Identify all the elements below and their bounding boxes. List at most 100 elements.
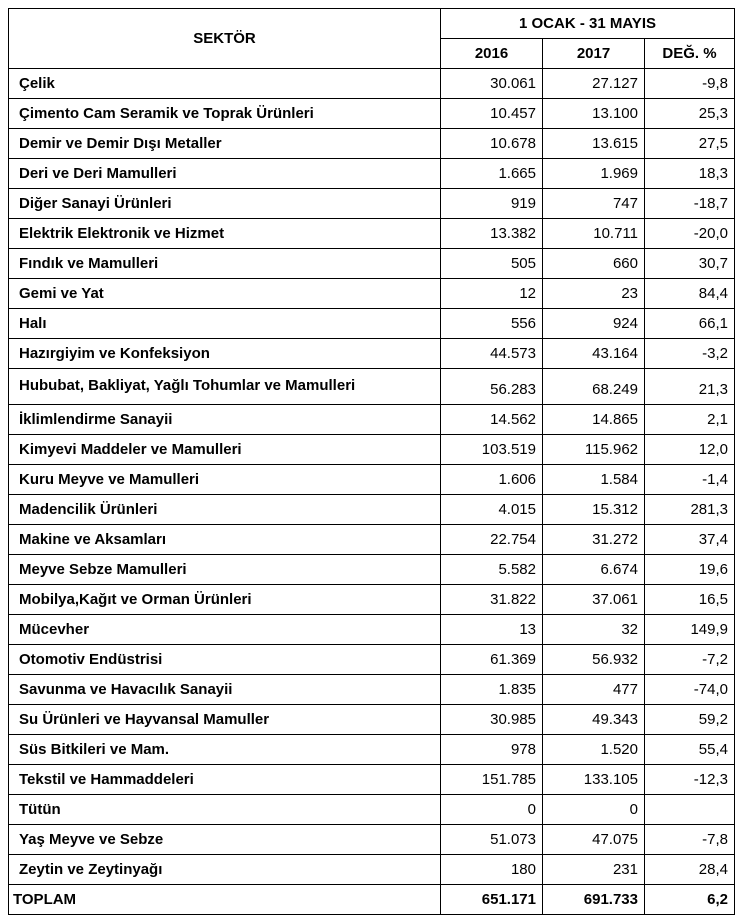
cell-year2: 43.164 xyxy=(543,339,645,369)
cell-sector: Tekstil ve Hammaddeleri xyxy=(9,764,441,794)
cell-sector: Mobilya,Kağıt ve Orman Ürünleri xyxy=(9,584,441,614)
cell-year1: 44.573 xyxy=(441,339,543,369)
cell-pct: 27,5 xyxy=(645,129,735,159)
cell-pct: 19,6 xyxy=(645,554,735,584)
cell-sector: Çelik xyxy=(9,69,441,99)
cell-sector: Mücevher xyxy=(9,614,441,644)
cell-year2: 924 xyxy=(543,309,645,339)
cell-pct: -3,2 xyxy=(645,339,735,369)
cell-sector: Savunma ve Havacılık Sanayii xyxy=(9,674,441,704)
cell-year1: 1.606 xyxy=(441,464,543,494)
cell-pct: 281,3 xyxy=(645,494,735,524)
table-row: Hububat, Bakliyat, Yağlı Tohumlar ve Mam… xyxy=(9,369,735,405)
cell-year1: 30.985 xyxy=(441,704,543,734)
cell-pct: -12,3 xyxy=(645,764,735,794)
cell-sector: İklimlendirme Sanayii xyxy=(9,404,441,434)
cell-year2: 32 xyxy=(543,614,645,644)
table-row: Makine ve Aksamları22.75431.27237,4 xyxy=(9,524,735,554)
cell-sector: Madencilik Ürünleri xyxy=(9,494,441,524)
table-body: Çelik30.06127.127-9,8Çimento Cam Seramik… xyxy=(9,69,735,915)
cell-sector: Süs Bitkileri ve Mam. xyxy=(9,734,441,764)
header-year1: 2016 xyxy=(441,39,543,69)
cell-year1: 56.283 xyxy=(441,369,543,405)
cell-pct: 37,4 xyxy=(645,524,735,554)
cell-sector: Zeytin ve Zeytinyağı xyxy=(9,854,441,884)
table-row: Halı55692466,1 xyxy=(9,309,735,339)
cell-pct: -9,8 xyxy=(645,69,735,99)
cell-year1: 1.665 xyxy=(441,159,543,189)
cell-sector: Su Ürünleri ve Hayvansal Mamuller xyxy=(9,704,441,734)
table-row: Diğer Sanayi Ürünleri919747-18,7 xyxy=(9,189,735,219)
cell-sector: Tütün xyxy=(9,794,441,824)
cell-sector: Kuru Meyve ve Mamulleri xyxy=(9,464,441,494)
cell-year1: 919 xyxy=(441,189,543,219)
table-row: Mücevher1332149,9 xyxy=(9,614,735,644)
cell-year2: 37.061 xyxy=(543,584,645,614)
cell-pct xyxy=(645,794,735,824)
cell-year1: 31.822 xyxy=(441,584,543,614)
cell-sector: Hububat, Bakliyat, Yağlı Tohumlar ve Mam… xyxy=(9,369,441,405)
cell-year1: 151.785 xyxy=(441,764,543,794)
cell-year2: 1.584 xyxy=(543,464,645,494)
cell-year1: 180 xyxy=(441,854,543,884)
total-year2: 691.733 xyxy=(543,884,645,914)
cell-pct: 84,4 xyxy=(645,279,735,309)
cell-year2: 56.932 xyxy=(543,644,645,674)
cell-year2: 49.343 xyxy=(543,704,645,734)
cell-pct: 66,1 xyxy=(645,309,735,339)
cell-sector: Deri ve Deri Mamulleri xyxy=(9,159,441,189)
cell-year1: 556 xyxy=(441,309,543,339)
cell-year2: 6.674 xyxy=(543,554,645,584)
cell-year1: 4.015 xyxy=(441,494,543,524)
cell-year2: 31.272 xyxy=(543,524,645,554)
cell-year1: 22.754 xyxy=(441,524,543,554)
cell-pct: 18,3 xyxy=(645,159,735,189)
cell-year2: 0 xyxy=(543,794,645,824)
cell-pct: -7,8 xyxy=(645,824,735,854)
table-row: Zeytin ve Zeytinyağı18023128,4 xyxy=(9,854,735,884)
table-row: Tütün00 xyxy=(9,794,735,824)
table-row: Meyve Sebze Mamulleri5.5826.67419,6 xyxy=(9,554,735,584)
header-sector: SEKTÖR xyxy=(9,9,441,69)
cell-year1: 61.369 xyxy=(441,644,543,674)
cell-sector: Diğer Sanayi Ürünleri xyxy=(9,189,441,219)
cell-year2: 68.249 xyxy=(543,369,645,405)
cell-year1: 5.582 xyxy=(441,554,543,584)
total-year1: 651.171 xyxy=(441,884,543,914)
table-row: Madencilik Ürünleri4.01515.312281,3 xyxy=(9,494,735,524)
table-row: Fındık ve Mamulleri50566030,7 xyxy=(9,249,735,279)
cell-year2: 477 xyxy=(543,674,645,704)
cell-year1: 10.678 xyxy=(441,129,543,159)
cell-sector: Makine ve Aksamları xyxy=(9,524,441,554)
cell-year2: 23 xyxy=(543,279,645,309)
cell-pct: 2,1 xyxy=(645,404,735,434)
cell-year1: 13.382 xyxy=(441,219,543,249)
cell-pct: -20,0 xyxy=(645,219,735,249)
table-row: İklimlendirme Sanayii14.56214.8652,1 xyxy=(9,404,735,434)
cell-year1: 12 xyxy=(441,279,543,309)
cell-pct: 21,3 xyxy=(645,369,735,405)
cell-pct: -74,0 xyxy=(645,674,735,704)
header-pct: DEĞ. % xyxy=(645,39,735,69)
table-row: Savunma ve Havacılık Sanayii1.835477-74,… xyxy=(9,674,735,704)
cell-sector: Demir ve Demir Dışı Metaller xyxy=(9,129,441,159)
table-row: Gemi ve Yat122384,4 xyxy=(9,279,735,309)
table-row: Yaş Meyve ve Sebze51.07347.075-7,8 xyxy=(9,824,735,854)
cell-year1: 0 xyxy=(441,794,543,824)
cell-sector: Otomotiv Endüstrisi xyxy=(9,644,441,674)
cell-pct: -1,4 xyxy=(645,464,735,494)
cell-pct: 25,3 xyxy=(645,99,735,129)
header-period: 1 OCAK - 31 MAYIS xyxy=(441,9,735,39)
header-year2: 2017 xyxy=(543,39,645,69)
cell-year1: 14.562 xyxy=(441,404,543,434)
cell-year2: 133.105 xyxy=(543,764,645,794)
cell-sector: Fındık ve Mamulleri xyxy=(9,249,441,279)
cell-year1: 13 xyxy=(441,614,543,644)
cell-year2: 13.100 xyxy=(543,99,645,129)
cell-sector: Hazırgiyim ve Konfeksiyon xyxy=(9,339,441,369)
table-row: Hazırgiyim ve Konfeksiyon44.57343.164-3,… xyxy=(9,339,735,369)
table-row: Su Ürünleri ve Hayvansal Mamuller30.9854… xyxy=(9,704,735,734)
cell-year1: 10.457 xyxy=(441,99,543,129)
cell-year2: 1.520 xyxy=(543,734,645,764)
cell-sector: Çimento Cam Seramik ve Toprak Ürünleri xyxy=(9,99,441,129)
